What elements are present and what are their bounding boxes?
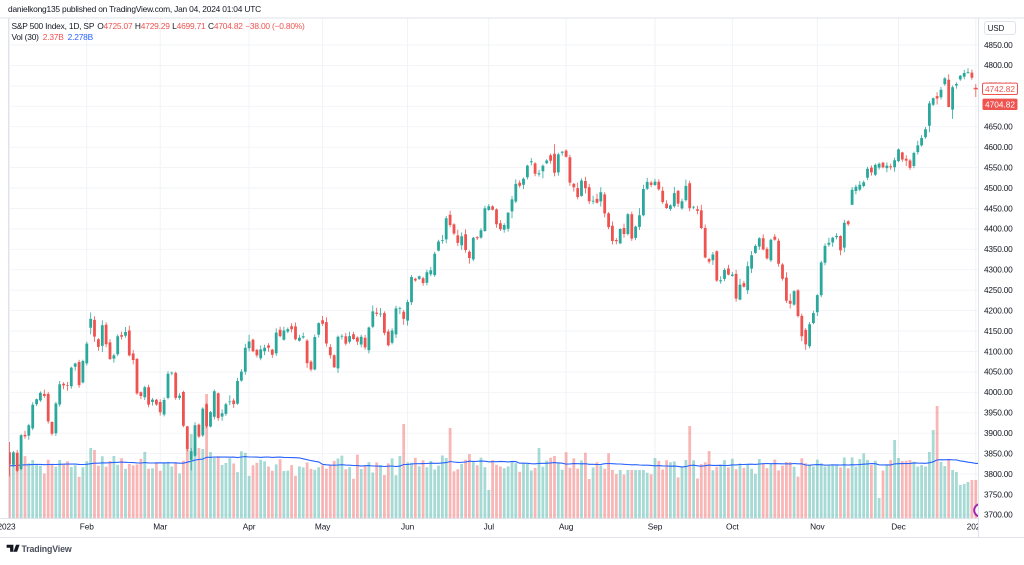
svg-text:4742.82: 4742.82 bbox=[985, 84, 1015, 94]
svg-text:3800.00: 3800.00 bbox=[984, 469, 1013, 479]
svg-text:May: May bbox=[315, 522, 331, 532]
svg-text:4350.00: 4350.00 bbox=[984, 244, 1013, 254]
svg-text:danielkong135 published on Tra: danielkong135 published on TradingView.c… bbox=[8, 4, 261, 14]
svg-text:Jun: Jun bbox=[401, 522, 415, 532]
svg-text:4704.82: 4704.82 bbox=[985, 99, 1015, 109]
svg-text:USD: USD bbox=[988, 24, 1005, 33]
svg-text:4100.00: 4100.00 bbox=[984, 346, 1013, 356]
svg-text:Aug: Aug bbox=[559, 522, 574, 532]
svg-text:Jul: Jul bbox=[484, 522, 495, 532]
svg-text:4000.00: 4000.00 bbox=[984, 387, 1013, 397]
svg-text:4650.00: 4650.00 bbox=[984, 122, 1013, 132]
svg-text:Oct: Oct bbox=[726, 522, 739, 532]
svg-text:Dec: Dec bbox=[891, 522, 905, 532]
svg-text:Nov: Nov bbox=[810, 522, 825, 532]
svg-text:3950.00: 3950.00 bbox=[984, 408, 1013, 418]
svg-text:4450.00: 4450.00 bbox=[984, 203, 1013, 213]
svg-text:2023: 2023 bbox=[0, 522, 16, 532]
svg-text:4150.00: 4150.00 bbox=[984, 326, 1013, 336]
svg-text:4250.00: 4250.00 bbox=[984, 285, 1013, 295]
svg-text:TradingView: TradingView bbox=[22, 544, 72, 554]
svg-text:3850.00: 3850.00 bbox=[984, 448, 1013, 458]
svg-text:3900.00: 3900.00 bbox=[984, 428, 1013, 438]
svg-text:4500.00: 4500.00 bbox=[984, 183, 1013, 193]
svg-text:Apr: Apr bbox=[243, 522, 256, 532]
svg-text:4300.00: 4300.00 bbox=[984, 265, 1013, 275]
svg-text:3750.00: 3750.00 bbox=[984, 489, 1013, 499]
svg-text:Sep: Sep bbox=[648, 522, 663, 532]
svg-text:4400.00: 4400.00 bbox=[984, 224, 1013, 234]
svg-text:4850.00: 4850.00 bbox=[984, 40, 1013, 50]
svg-text:4800.00: 4800.00 bbox=[984, 60, 1013, 70]
svg-text:Feb: Feb bbox=[80, 522, 94, 532]
svg-text:4200.00: 4200.00 bbox=[984, 305, 1013, 315]
svg-text:4050.00: 4050.00 bbox=[984, 367, 1013, 377]
svg-text:Mar: Mar bbox=[153, 522, 167, 532]
svg-text:4600.00: 4600.00 bbox=[984, 142, 1013, 152]
svg-text:3700.00: 3700.00 bbox=[984, 510, 1013, 520]
svg-text:4550.00: 4550.00 bbox=[984, 162, 1013, 172]
